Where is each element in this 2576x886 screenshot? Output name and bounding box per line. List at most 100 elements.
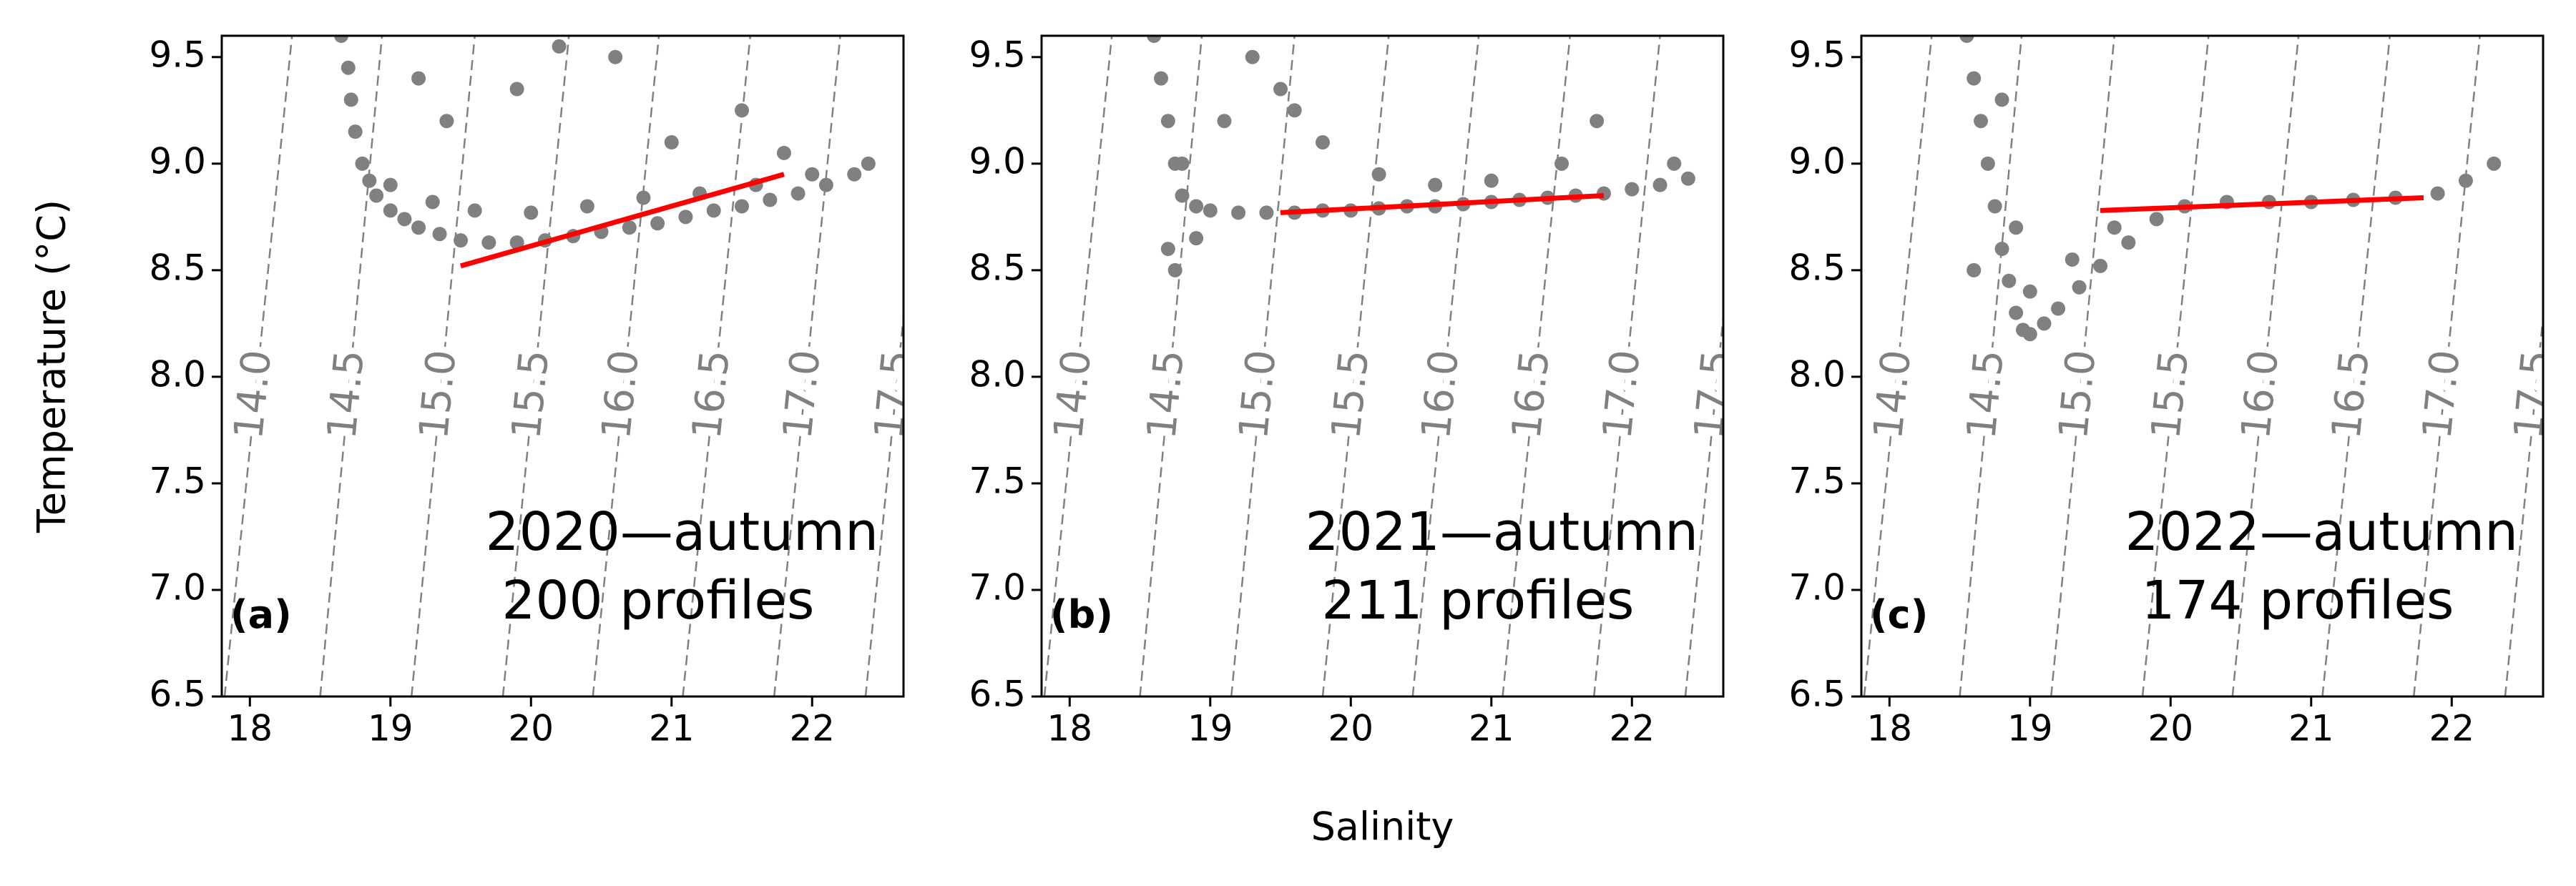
isopycnal-label: 15.5 <box>1323 348 1378 441</box>
point <box>776 145 791 160</box>
isopycnal-label: 14.0 <box>1045 348 1100 441</box>
point <box>818 177 833 192</box>
point <box>847 167 862 182</box>
isopycnal-label: 16.0 <box>593 348 648 441</box>
isopycnal <box>773 36 841 697</box>
point <box>608 49 623 64</box>
x-tick-label: 21 <box>1469 708 1514 749</box>
point <box>1967 262 1982 277</box>
point <box>552 39 567 54</box>
y-tick-label: 9.5 <box>149 34 206 75</box>
isopycnal-label: 17.0 <box>775 348 830 441</box>
isopycnal <box>864 307 903 697</box>
point <box>481 235 496 250</box>
point <box>735 199 750 214</box>
point <box>1680 171 1695 186</box>
point <box>467 203 482 218</box>
point <box>411 220 426 235</box>
point <box>454 233 469 248</box>
isopycnal-label: 17.0 <box>2414 348 2469 441</box>
point <box>1160 114 1175 129</box>
x-tick-label: 21 <box>649 708 695 749</box>
point <box>1994 242 2009 257</box>
point <box>2430 186 2445 201</box>
point <box>1590 114 1605 129</box>
x-tick-label: 20 <box>1328 708 1373 749</box>
x-tick-label: 19 <box>1187 708 1233 749</box>
isopycnal-label: 16.5 <box>1504 348 1559 441</box>
x-tick-label: 18 <box>1047 708 1092 749</box>
y-tick-label: 9.0 <box>1788 140 1846 182</box>
y-tick-label: 9.0 <box>149 140 206 182</box>
y-tick-label: 8.5 <box>969 247 1026 288</box>
annotation: 174 profiles <box>2141 570 2454 631</box>
point <box>1147 36 1162 43</box>
isopycnal <box>2050 36 2115 697</box>
point <box>1245 49 1260 64</box>
point <box>355 156 370 171</box>
axes-frame <box>1860 34 2545 698</box>
isopycnal <box>2231 36 2300 697</box>
isopycnal <box>682 36 752 697</box>
annotation: 2020—autumn <box>486 501 878 563</box>
point <box>2093 258 2108 273</box>
point <box>1371 167 1386 182</box>
isopycnal-label: 16.0 <box>1413 348 1468 441</box>
y-tick-label: 7.5 <box>1788 460 1846 501</box>
point <box>334 36 349 43</box>
fit-line <box>2100 195 2424 213</box>
point <box>706 203 721 218</box>
point <box>1175 188 1190 203</box>
y-tick-label: 7.5 <box>969 460 1026 501</box>
point <box>2022 284 2037 299</box>
point <box>439 114 454 129</box>
isopycnal <box>2504 307 2543 697</box>
point <box>1994 92 2009 107</box>
isopycnal-label: 17.5 <box>1685 348 1740 441</box>
point <box>2487 156 2502 171</box>
point <box>411 71 426 86</box>
point <box>790 186 805 201</box>
x-tick-label: 18 <box>227 708 273 749</box>
isopycnal-label: 16.5 <box>2323 348 2379 441</box>
point <box>1652 177 1667 192</box>
y-tick-label: 9.0 <box>969 140 1026 182</box>
point <box>1484 173 1499 188</box>
panel-label: (b) <box>1050 592 1113 637</box>
isopycnal <box>1592 36 1661 697</box>
isopycnal <box>2321 36 2391 697</box>
point <box>2149 212 2164 227</box>
isopycnal <box>1043 36 1113 697</box>
point <box>348 124 363 139</box>
point <box>1189 231 1204 246</box>
point <box>1273 82 1288 97</box>
fit-line <box>460 172 785 269</box>
point <box>678 210 693 225</box>
point <box>1160 242 1175 257</box>
point <box>2009 220 2024 235</box>
point <box>636 190 651 205</box>
point <box>383 203 398 218</box>
point <box>1974 114 1989 129</box>
point <box>1167 262 1182 277</box>
point <box>341 60 356 75</box>
x-tick-label: 22 <box>1609 708 1655 749</box>
point <box>2002 273 2017 288</box>
point <box>2107 220 2122 235</box>
y-tick-label: 7.0 <box>1788 566 1846 608</box>
isopycnal-label: 14.5 <box>1959 348 2013 441</box>
point <box>622 220 637 235</box>
x-tick-label: 20 <box>2148 708 2193 749</box>
isopycnal <box>2412 36 2481 697</box>
isopycnal-label: 16.0 <box>2233 348 2288 441</box>
point <box>1259 205 1274 220</box>
isopycnal <box>592 36 660 697</box>
y-tick-label: 8.5 <box>149 247 206 288</box>
point <box>1959 36 1974 43</box>
point <box>1287 103 1302 118</box>
isopycnal-label: 14.0 <box>225 348 280 441</box>
y-tick-label: 6.5 <box>969 674 1026 715</box>
isopycnal-label: 15.5 <box>503 348 558 441</box>
point <box>650 216 665 231</box>
